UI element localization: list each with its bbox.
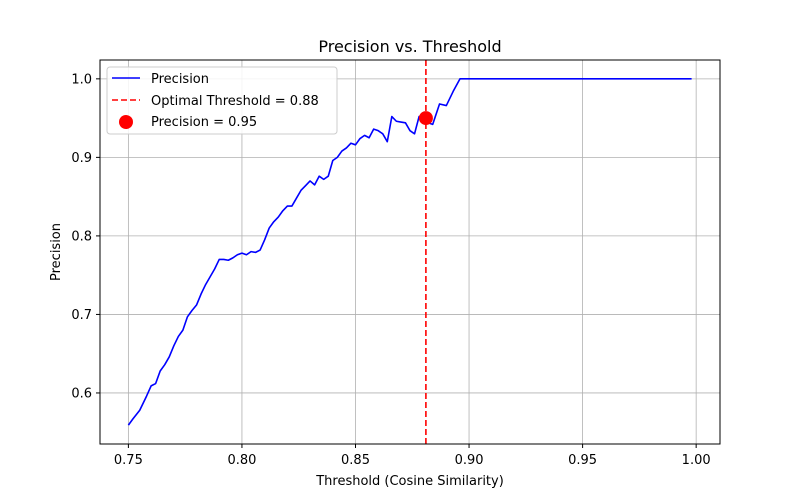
x-tick-label: 0.75 [114, 453, 143, 468]
legend: Precision Optimal Threshold = 0.88 Preci… [106, 66, 338, 135]
legend-box [106, 66, 338, 135]
chart-title: Precision vs. Threshold [318, 37, 501, 56]
y-tick-label: 0.8 [71, 229, 92, 244]
x-tick-label: 0.80 [227, 453, 256, 468]
legend-point-swatch [119, 115, 133, 129]
x-tick-label: 0.95 [568, 453, 597, 468]
y-tick-label: 0.6 [71, 386, 92, 401]
x-tick-label: 0.85 [341, 453, 370, 468]
precision-series-line [127, 78, 692, 426]
y-tick-label: 0.7 [71, 308, 92, 323]
legend-precision-label: Precision [151, 72, 209, 87]
plot-frame [99, 59, 721, 445]
y-tick-label: 0.9 [71, 151, 92, 166]
x-tick-label: 1.00 [682, 453, 711, 468]
x-tick-label: 0.90 [455, 453, 484, 468]
x-axis-label: Threshold (Cosine Similarity) [315, 474, 504, 489]
y-axis-ticks: 0.6 0.7 0.8 0.9 1.0 [71, 72, 100, 401]
legend-point-label: Precision = 0.95 [151, 115, 257, 130]
x-axis-ticks: 0.75 0.80 0.85 0.90 0.95 1.00 [114, 444, 711, 468]
optimal-precision-point [418, 111, 433, 126]
legend-threshold-label: Optimal Threshold = 0.88 [151, 94, 319, 109]
y-tick-label: 1.0 [71, 72, 92, 87]
y-axis-label: Precision [49, 223, 64, 281]
